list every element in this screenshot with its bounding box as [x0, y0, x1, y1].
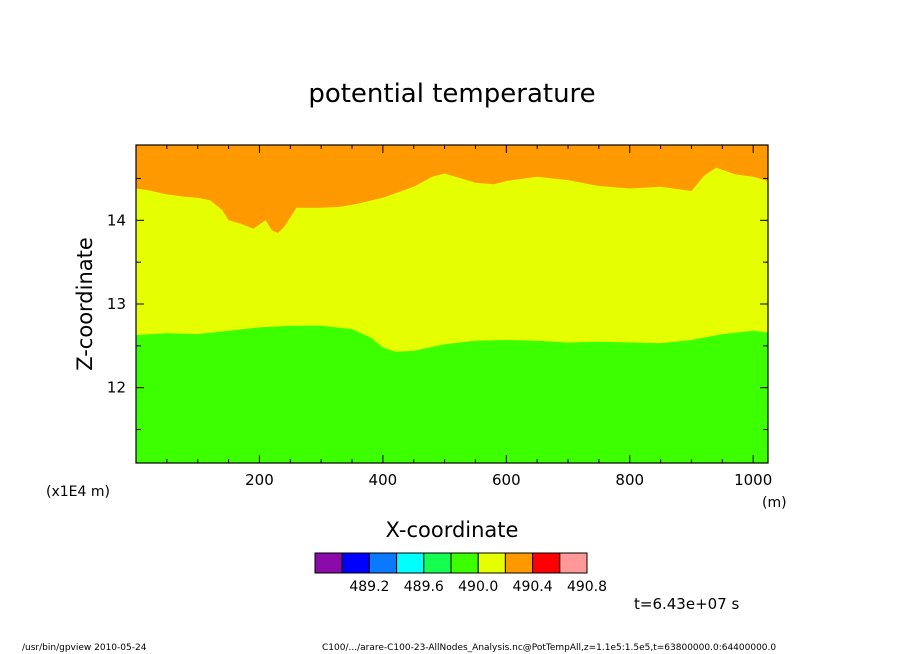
y-tick-label: 14: [107, 211, 126, 229]
colorbar-swatch: [559, 552, 588, 574]
colorbar-swatch: [477, 552, 506, 574]
time-annotation: t=6.43e+07 s: [634, 595, 740, 613]
colorbar-swatch: [314, 552, 343, 574]
colorbar-swatch: [450, 552, 479, 574]
colorbar-label: 490.4: [513, 579, 553, 595]
y-axis: 12 13 14: [107, 177, 768, 431]
colorbar-swatch: [396, 552, 425, 574]
y-scale-label: (x1E4 m): [46, 484, 110, 500]
footer-right: C100/.../arare-C100-23-AllNodes_Analysis…: [322, 643, 776, 653]
x-tick-label: 600: [492, 471, 521, 489]
x-tick-label: 1000: [734, 471, 772, 489]
footer-left: /usr/bin/gpview 2010-05-24: [22, 643, 147, 653]
y-axis-title: Z-coordinate: [73, 237, 97, 371]
colorbar-label: 490.8: [567, 579, 607, 595]
colorbar-label: 489.6: [404, 579, 444, 595]
x-axis: 200 400 600 800 1000: [135, 145, 772, 489]
chart-title: potential temperature: [308, 79, 595, 109]
y-tick-label: 13: [107, 295, 126, 313]
region-lower: [136, 325, 768, 463]
plot-area: [135, 144, 769, 464]
x-tick-label: 400: [369, 471, 398, 489]
x-tick-label: 800: [615, 471, 644, 489]
colorbar-swatch: [368, 552, 398, 574]
x-axis-title: X-coordinate: [386, 518, 519, 542]
colorbar: 489.2 489.6 490.0 490.4 490.8: [314, 552, 607, 595]
colorbar-label: 489.2: [349, 579, 389, 595]
colorbar-swatch: [423, 552, 452, 574]
y-tick-label: 12: [107, 379, 126, 397]
colorbar-swatch: [504, 552, 534, 574]
colorbar-swatch: [532, 552, 561, 574]
x-units-label: (m): [762, 495, 787, 511]
x-tick-label: 200: [245, 471, 274, 489]
colorbar-label: 490.0: [458, 579, 498, 595]
colorbar-swatch: [341, 552, 370, 574]
